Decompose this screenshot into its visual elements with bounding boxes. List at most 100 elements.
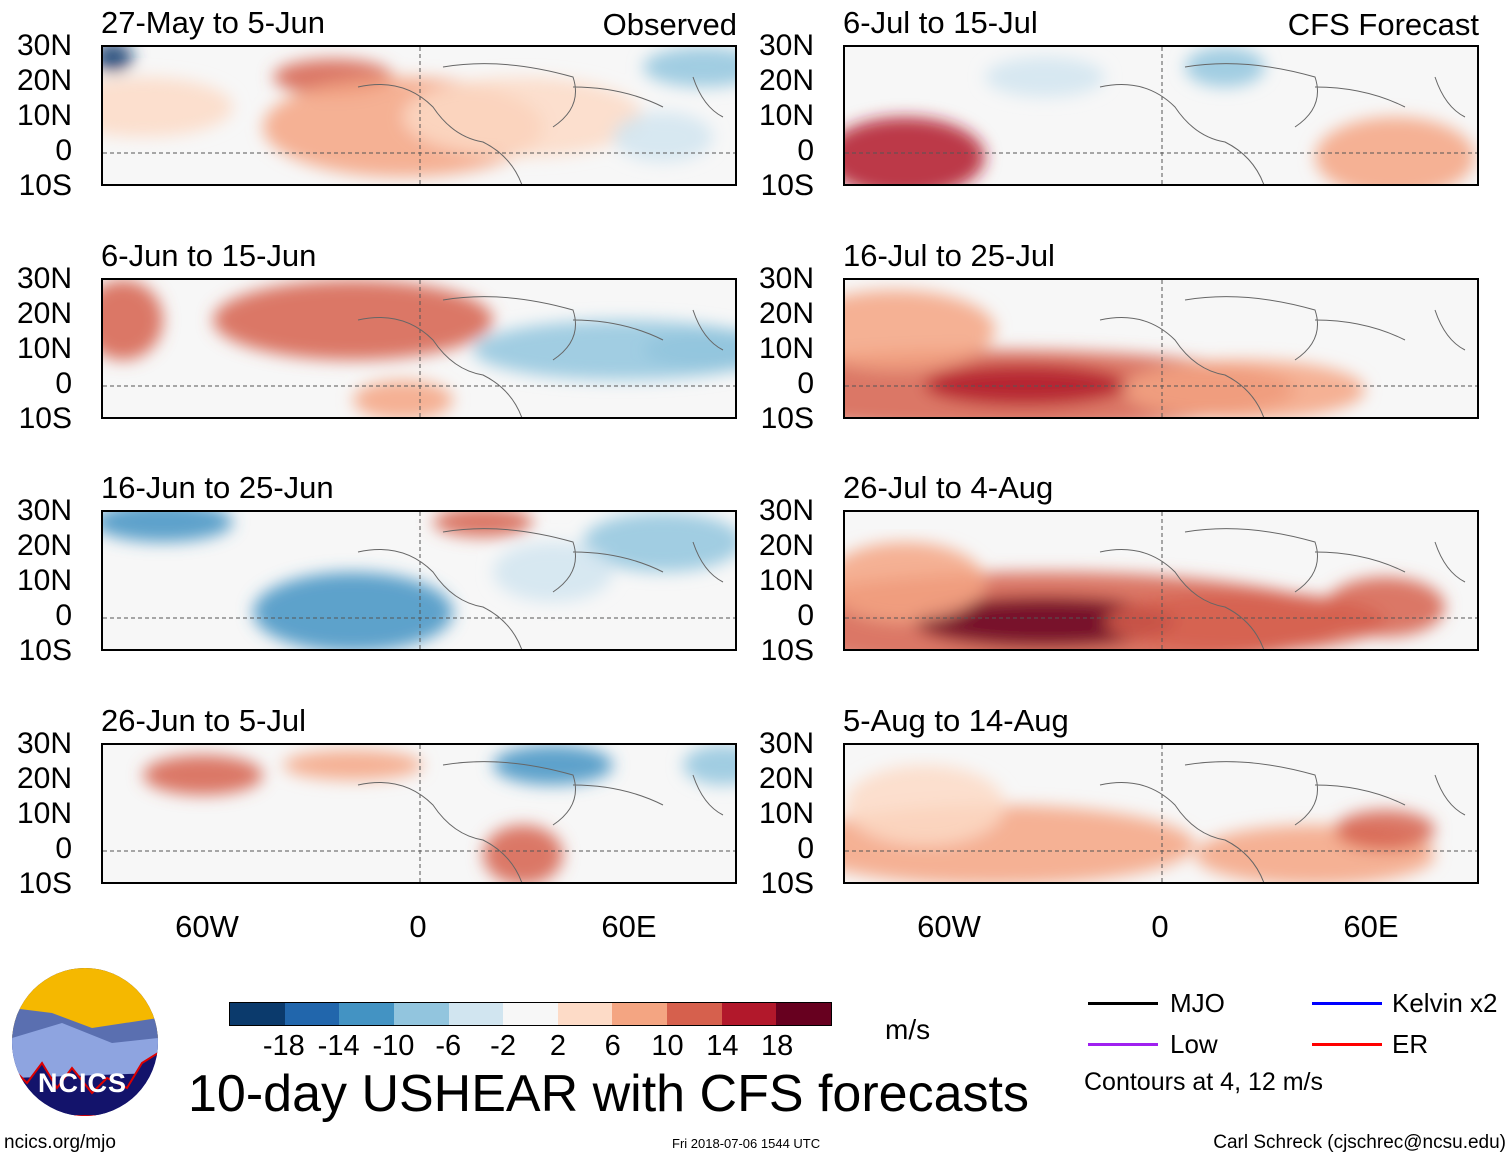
legend-swatch-low bbox=[1088, 1043, 1158, 1046]
y-tick-label: 20N bbox=[16, 64, 72, 97]
coastline bbox=[357, 528, 724, 649]
colorbar-label: -2 bbox=[490, 1030, 516, 1062]
y-tick-label: 20N bbox=[16, 529, 72, 562]
coastline bbox=[1099, 296, 1466, 417]
shear-anomaly-area bbox=[925, 365, 1125, 405]
shear-anomaly-area bbox=[143, 755, 263, 795]
colorbar-label: 18 bbox=[761, 1030, 794, 1062]
colorbar-swatch bbox=[721, 1003, 777, 1025]
x-tick-label: 60W bbox=[175, 909, 239, 944]
map-panel bbox=[101, 743, 737, 884]
chart-title: 10-day USHEAR with CFS forecasts bbox=[188, 1065, 1029, 1123]
shear-anomaly-area bbox=[103, 47, 133, 72]
y-tick-label: 10S bbox=[760, 169, 814, 202]
colorbar-label: -6 bbox=[435, 1030, 462, 1062]
y-tick-label: 0 bbox=[55, 832, 72, 865]
shear-anomaly-area bbox=[473, 320, 735, 380]
y-tick-label: 10N bbox=[16, 99, 72, 132]
panel-title: 6-Jul to 15-Jul bbox=[843, 5, 1038, 40]
map-panel bbox=[101, 45, 737, 186]
colorbar-label: -10 bbox=[372, 1030, 415, 1062]
legend-swatch-er bbox=[1312, 1043, 1382, 1046]
y-tick-label: 10S bbox=[18, 169, 72, 202]
map-panel bbox=[101, 510, 737, 651]
y-tick-label: 0 bbox=[55, 599, 72, 632]
legend-swatch-kelvin bbox=[1312, 1002, 1382, 1005]
shear-anomaly-area bbox=[613, 112, 713, 162]
y-tick-label: 20N bbox=[16, 762, 72, 795]
colorbar-units: m/s bbox=[885, 1014, 931, 1045]
y-tick-label: 10N bbox=[758, 797, 814, 830]
panel-title: 6-Jun to 15-Jun bbox=[101, 238, 317, 273]
y-tick-label: 30N bbox=[758, 727, 814, 760]
y-tick-label: 10S bbox=[18, 634, 72, 667]
footer-timestamp: Fri 2018-07-06 1544 UTC bbox=[672, 1136, 821, 1151]
y-tick-label: 10N bbox=[16, 797, 72, 830]
colorbar-label: 10 bbox=[651, 1030, 684, 1062]
legend-label-er: ER bbox=[1392, 1029, 1429, 1059]
y-tick-label: 0 bbox=[797, 367, 814, 400]
panel-title: 16-Jun to 25-Jun bbox=[101, 470, 334, 505]
y-tick-label: 10S bbox=[760, 867, 814, 900]
shear-anomaly-area bbox=[1125, 360, 1365, 417]
y-tick-label: 10N bbox=[758, 332, 814, 365]
colorbar-swatch bbox=[612, 1003, 668, 1025]
panel-title: 26-Jul to 4-Aug bbox=[843, 470, 1054, 505]
shear-anomaly-area bbox=[643, 47, 735, 87]
map-panel bbox=[843, 45, 1479, 186]
y-tick-label: 30N bbox=[16, 727, 72, 760]
map-panel bbox=[101, 278, 737, 419]
y-tick-label: 30N bbox=[758, 494, 814, 527]
y-tick-label: 20N bbox=[16, 297, 72, 330]
y-tick-label: 10S bbox=[18, 402, 72, 435]
footer-url[interactable]: ncics.org/mjo bbox=[4, 1132, 116, 1153]
panel-title: 26-Jun to 5-Jul bbox=[101, 703, 307, 738]
logo-text: NCICS bbox=[38, 1068, 128, 1098]
colorbar-label: 2 bbox=[549, 1030, 566, 1062]
colorbar-label: -18 bbox=[262, 1030, 305, 1062]
map-panel bbox=[843, 743, 1479, 884]
shear-anomaly-area bbox=[103, 77, 233, 137]
shear-anomaly-area bbox=[643, 330, 735, 370]
colorbar-swatch bbox=[339, 1003, 394, 1025]
coastline bbox=[1099, 63, 1466, 184]
colorbar-swatch bbox=[503, 1003, 558, 1025]
legend-label-mjo: MJO bbox=[1170, 988, 1225, 1018]
y-tick-label: 0 bbox=[797, 134, 814, 167]
shear-anomaly-area bbox=[1185, 47, 1265, 87]
y-tick-label: 20N bbox=[758, 529, 814, 562]
coastline bbox=[357, 63, 724, 184]
y-tick-label: 10S bbox=[18, 867, 72, 900]
panel-tag: CFS Forecast bbox=[1287, 7, 1479, 42]
panel-title: 27-May to 5-Jun bbox=[101, 5, 325, 40]
coastline bbox=[357, 296, 724, 417]
colorbar-swatch bbox=[284, 1003, 340, 1025]
y-tick-label: 30N bbox=[16, 494, 72, 527]
shear-anomaly-area bbox=[493, 542, 613, 602]
contour-note: Contours at 4, 12 m/s bbox=[1084, 1068, 1324, 1096]
shear-anomaly-area bbox=[353, 380, 453, 417]
shear-anomaly-area bbox=[433, 512, 533, 537]
colorbar bbox=[229, 1002, 832, 1026]
y-tick-label: 10N bbox=[16, 564, 72, 597]
footer-author: Carl Schreck (cjschrec@ncsu.edu) bbox=[1213, 1132, 1506, 1153]
y-tick-label: 10N bbox=[758, 564, 814, 597]
panel-tag: Observed bbox=[602, 7, 737, 42]
y-tick-label: 30N bbox=[16, 262, 72, 295]
legend-label-low: Low bbox=[1170, 1029, 1218, 1059]
colorbar-swatch bbox=[776, 1003, 832, 1025]
y-tick-label: 30N bbox=[758, 262, 814, 295]
shear-anomaly-area bbox=[845, 765, 1005, 845]
y-tick-label: 0 bbox=[797, 832, 814, 865]
y-tick-label: 0 bbox=[797, 599, 814, 632]
colorbar-swatch bbox=[393, 1003, 449, 1025]
y-tick-label: 30N bbox=[16, 29, 72, 62]
x-tick-label: 0 bbox=[1151, 909, 1169, 944]
shear-anomaly-area bbox=[845, 542, 985, 622]
colorbar-label: -14 bbox=[317, 1030, 360, 1062]
coastline bbox=[357, 761, 724, 882]
shear-anomaly-area bbox=[483, 825, 563, 882]
map-panel bbox=[843, 510, 1479, 651]
x-tick-label: 60E bbox=[601, 909, 657, 944]
